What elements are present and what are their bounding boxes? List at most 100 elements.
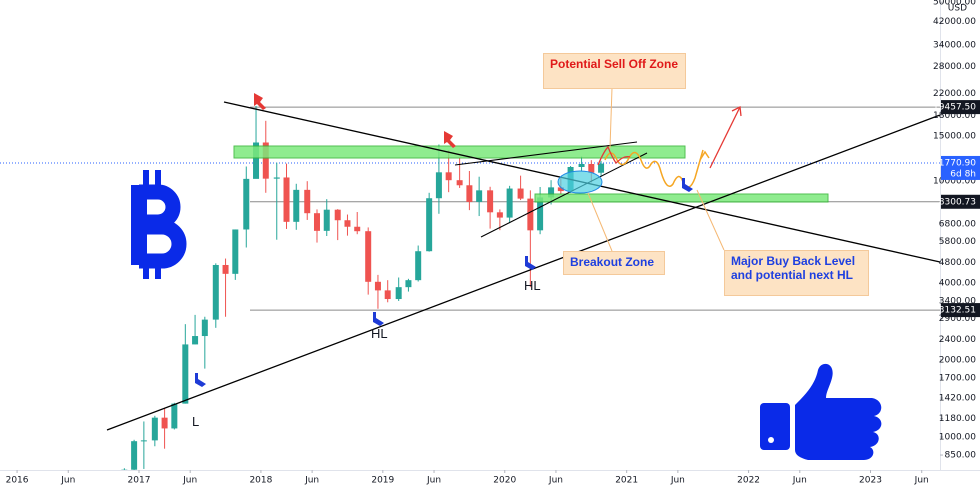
currency-label: USD bbox=[948, 4, 967, 14]
candle-body bbox=[405, 280, 412, 288]
y-tick-label: 4000.00 bbox=[939, 278, 976, 288]
candle-body bbox=[426, 198, 433, 252]
candle-body bbox=[171, 403, 178, 429]
candle-body bbox=[293, 189, 300, 222]
x-tick-label: 2017 bbox=[128, 476, 151, 486]
y-tick-label: 6800.00 bbox=[939, 219, 976, 229]
y-tick-label: 34000.00 bbox=[933, 41, 976, 51]
x-tick-label: 2021 bbox=[615, 476, 638, 486]
y-tick-label: 5800.00 bbox=[939, 237, 976, 247]
x-tick-label: 2019 bbox=[371, 476, 394, 486]
candle-body bbox=[262, 142, 269, 179]
annotation-box: Major Buy Back Level and potential next … bbox=[724, 250, 869, 296]
last-price-label: 11770.90 bbox=[933, 158, 976, 168]
candle-body bbox=[537, 197, 544, 231]
top-path bbox=[597, 145, 631, 166]
y-tick-label: 1700.00 bbox=[939, 374, 976, 384]
channel-upper bbox=[454, 141, 638, 166]
candle-body bbox=[517, 188, 524, 199]
x-tick-label: Jun bbox=[914, 476, 929, 486]
pivot-label: HL bbox=[371, 326, 388, 341]
candle-body bbox=[161, 417, 168, 429]
candle-body bbox=[476, 190, 483, 202]
candle-body bbox=[548, 187, 555, 198]
x-tick-label: 2023 bbox=[859, 476, 882, 486]
price-label-bg bbox=[941, 303, 980, 318]
y-tick-label: 3400.00 bbox=[939, 296, 976, 306]
pivot-label: L bbox=[192, 414, 200, 429]
candle-body bbox=[395, 287, 402, 300]
y-tick-label: 4800.00 bbox=[939, 258, 976, 268]
upside-arrow bbox=[709, 106, 741, 169]
y-tick-label: 1000.00 bbox=[939, 432, 976, 442]
x-tick-label: Jun bbox=[670, 476, 685, 486]
candle-body bbox=[384, 290, 391, 300]
x-tick-label: Jun bbox=[426, 476, 441, 486]
callout-line bbox=[587, 192, 613, 252]
bitcoin-icon bbox=[131, 170, 187, 279]
candle-body bbox=[201, 319, 208, 337]
x-tick-label: Jun bbox=[60, 476, 75, 486]
y-tick-label: 50000.00 bbox=[933, 0, 976, 8]
breakout-ellipse bbox=[557, 170, 603, 194]
candle-body bbox=[557, 187, 564, 192]
y-tick-label: 2000.00 bbox=[939, 355, 976, 365]
candle-body bbox=[140, 440, 147, 442]
y-tick-label: 22000.00 bbox=[933, 89, 976, 99]
y-tick-label: 2900.00 bbox=[939, 314, 976, 324]
candle-body bbox=[232, 229, 239, 274]
y-tick-label: 15000.00 bbox=[933, 132, 976, 142]
annotation-box: Breakout Zone bbox=[563, 251, 665, 275]
x-tick-label: 2022 bbox=[737, 476, 760, 486]
flags-red bbox=[254, 93, 456, 148]
candle-body bbox=[456, 180, 463, 186]
candle-body bbox=[415, 251, 422, 281]
y-tick-label: 1420.00 bbox=[939, 394, 976, 404]
x-tick-label: Jun bbox=[182, 476, 197, 486]
y-tick-label: 850.00 bbox=[945, 451, 977, 461]
price-label: 8300.73 bbox=[939, 197, 976, 207]
candle-body bbox=[466, 185, 473, 202]
candle-body bbox=[304, 189, 311, 214]
y-tick-label: 28000.00 bbox=[933, 62, 976, 72]
candle-body bbox=[273, 177, 280, 179]
x-tick-label: 2020 bbox=[493, 476, 516, 486]
plot-area bbox=[0, 105, 940, 470]
candle-body bbox=[121, 469, 128, 470]
price-label-bg bbox=[941, 100, 980, 115]
candle-body bbox=[253, 142, 260, 179]
resistance-zone bbox=[233, 145, 686, 159]
support-zone bbox=[534, 193, 829, 203]
x-tick-label: Jun bbox=[792, 476, 807, 486]
pivot-label: HL bbox=[524, 278, 541, 293]
candle-body bbox=[323, 209, 330, 231]
candle-body bbox=[365, 231, 372, 282]
x-tick-label: Jun bbox=[548, 476, 563, 486]
candle-body bbox=[578, 164, 585, 168]
candle-body bbox=[334, 209, 341, 221]
rising-trendline bbox=[106, 114, 941, 431]
candle-body bbox=[243, 178, 250, 230]
price-label: 19457.50 bbox=[933, 103, 976, 113]
candle-body bbox=[588, 164, 595, 173]
flags-blue bbox=[195, 178, 693, 387]
price-label-bg bbox=[941, 194, 980, 209]
y-tick-label: 10000.00 bbox=[933, 177, 976, 187]
last-price-bg bbox=[941, 155, 980, 180]
axes: 850.00 1000.00 1180.00 1420.00 1700.00 2000.0… bbox=[6, 0, 980, 486]
countdown-label: 6d 8h bbox=[950, 169, 976, 179]
y-tick-label: 1180.00 bbox=[939, 414, 976, 424]
y-tick-label: 42000.00 bbox=[933, 17, 976, 27]
upside-arrowhead bbox=[731, 106, 742, 117]
y-tick-label: 2400.00 bbox=[939, 335, 976, 345]
channel-lower bbox=[480, 152, 648, 238]
candle-body bbox=[435, 172, 442, 199]
annotation-box: Potential Sell Off Zone bbox=[543, 53, 686, 89]
candle-body bbox=[151, 417, 158, 441]
candle-body bbox=[527, 198, 534, 231]
candle-body bbox=[222, 264, 229, 274]
x-tick-label: 2016 bbox=[6, 476, 29, 486]
candle-body bbox=[344, 220, 351, 227]
